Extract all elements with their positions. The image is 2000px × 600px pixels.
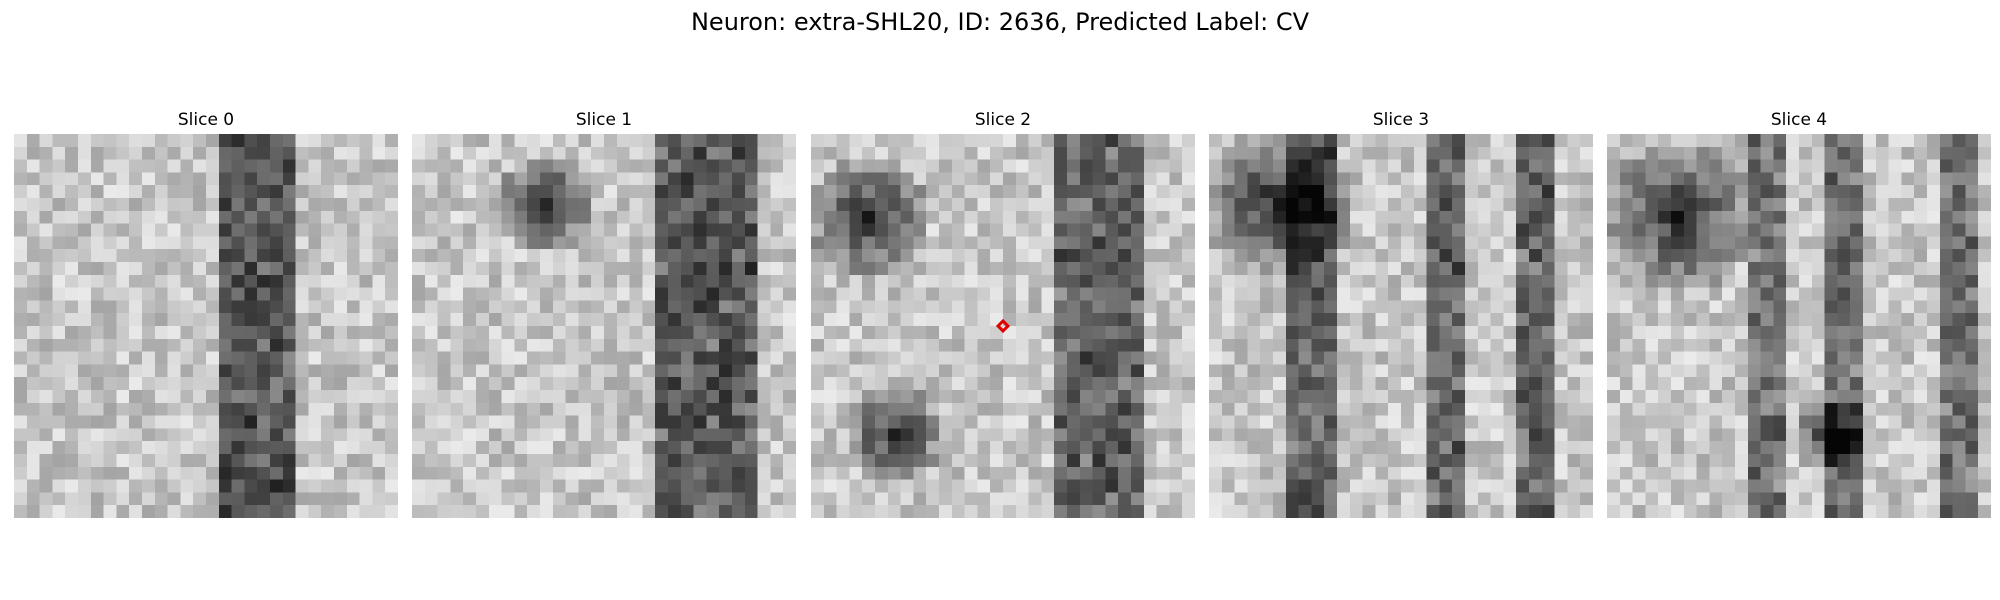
slice-title-4: Slice 4 (1770, 110, 1828, 130)
slice-title-0: Slice 0 (177, 110, 235, 130)
slice-image-1 (412, 134, 796, 518)
slice-panel-0: Slice 0 (14, 110, 398, 518)
slice-panel-2: Slice 2 (811, 110, 1195, 518)
slice-panel-4: Slice 4 (1607, 110, 1991, 518)
slice-image-2 (811, 134, 1195, 518)
slice-panel-3: Slice 3 (1209, 110, 1593, 518)
slice-title-3: Slice 3 (1372, 110, 1430, 130)
slice-title-1: Slice 1 (575, 110, 633, 130)
slice-image-3 (1209, 134, 1593, 518)
figure-title: Neuron: extra-SHL20, ID: 2636, Predicted… (690, 8, 1310, 36)
slice-panel-1: Slice 1 (412, 110, 796, 518)
slice-title-2: Slice 2 (974, 110, 1032, 130)
slice-image-0 (14, 134, 398, 518)
slice-image-4 (1607, 134, 1991, 518)
